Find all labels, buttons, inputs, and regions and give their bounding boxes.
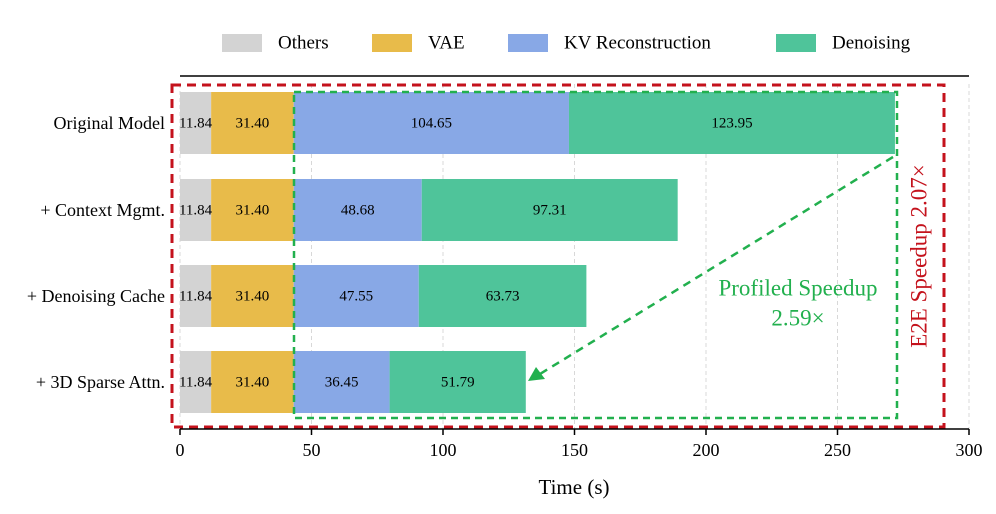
legend-label: KV Reconstruction <box>564 32 711 53</box>
value-label: 11.84 <box>179 115 213 131</box>
bar-segment <box>389 351 526 413</box>
y-tick-label: + Context Mgmt. <box>40 200 165 220</box>
legend-swatch <box>776 34 816 52</box>
value-label: 11.84 <box>179 288 213 304</box>
value-label: 48.68 <box>341 202 375 218</box>
value-label: 31.40 <box>236 115 270 131</box>
y-tick-label: + Denoising Cache <box>27 286 165 306</box>
bar-segment <box>421 179 678 241</box>
arrow-head <box>528 367 545 381</box>
annotation: E2E Speedup 2.07× <box>906 164 931 348</box>
y-tick-label: Original Model <box>54 113 165 133</box>
legend-label: Denoising <box>832 32 911 53</box>
value-label: 31.40 <box>236 202 270 218</box>
value-label: 36.45 <box>325 374 359 390</box>
x-axis-label: Time (s) <box>539 475 610 499</box>
x-tick-label: 100 <box>430 440 457 460</box>
x-tick-label: 250 <box>824 440 851 460</box>
legend-label: VAE <box>428 32 465 53</box>
bar-segment <box>293 351 390 413</box>
annotation: Profiled Speedup <box>718 275 877 300</box>
bar-segment <box>211 92 294 154</box>
bar-segment <box>180 179 212 241</box>
value-label: 104.65 <box>411 115 452 131</box>
legend-label: Others <box>278 32 329 53</box>
legend-swatch <box>508 34 548 52</box>
y-tick-label: + 3D Sparse Attn. <box>36 372 165 392</box>
value-label: 47.55 <box>339 288 373 304</box>
legend-swatch <box>372 34 412 52</box>
value-label: 63.73 <box>486 288 520 304</box>
x-tick-label: 300 <box>956 440 983 460</box>
bar-segment <box>180 92 212 154</box>
bar-segment <box>211 351 294 413</box>
x-tick-label: 50 <box>303 440 321 460</box>
bar-segment <box>293 179 422 241</box>
legend-swatch <box>222 34 262 52</box>
bars <box>180 92 895 413</box>
bar-segment <box>418 265 587 327</box>
annotation: 2.59× <box>771 305 824 330</box>
value-label: 31.40 <box>236 374 270 390</box>
bar-segment <box>293 92 569 154</box>
bar-segment <box>293 265 419 327</box>
x-tick-label: 0 <box>176 440 185 460</box>
bar-segment <box>211 265 294 327</box>
value-label: 97.31 <box>533 202 567 218</box>
x-tick-label: 200 <box>693 440 720 460</box>
value-label: 123.95 <box>711 115 752 131</box>
bar-segment <box>180 351 212 413</box>
bar-segment <box>180 265 212 327</box>
e2e-box <box>170 83 946 429</box>
value-label: 11.84 <box>179 202 213 218</box>
value-label: 51.79 <box>441 374 475 390</box>
bar-segment <box>211 179 294 241</box>
profiled-box <box>292 90 899 420</box>
value-label: 11.84 <box>179 374 213 390</box>
value-label: 31.40 <box>236 288 270 304</box>
x-tick-label: 150 <box>561 440 588 460</box>
bar-segment <box>568 92 895 154</box>
